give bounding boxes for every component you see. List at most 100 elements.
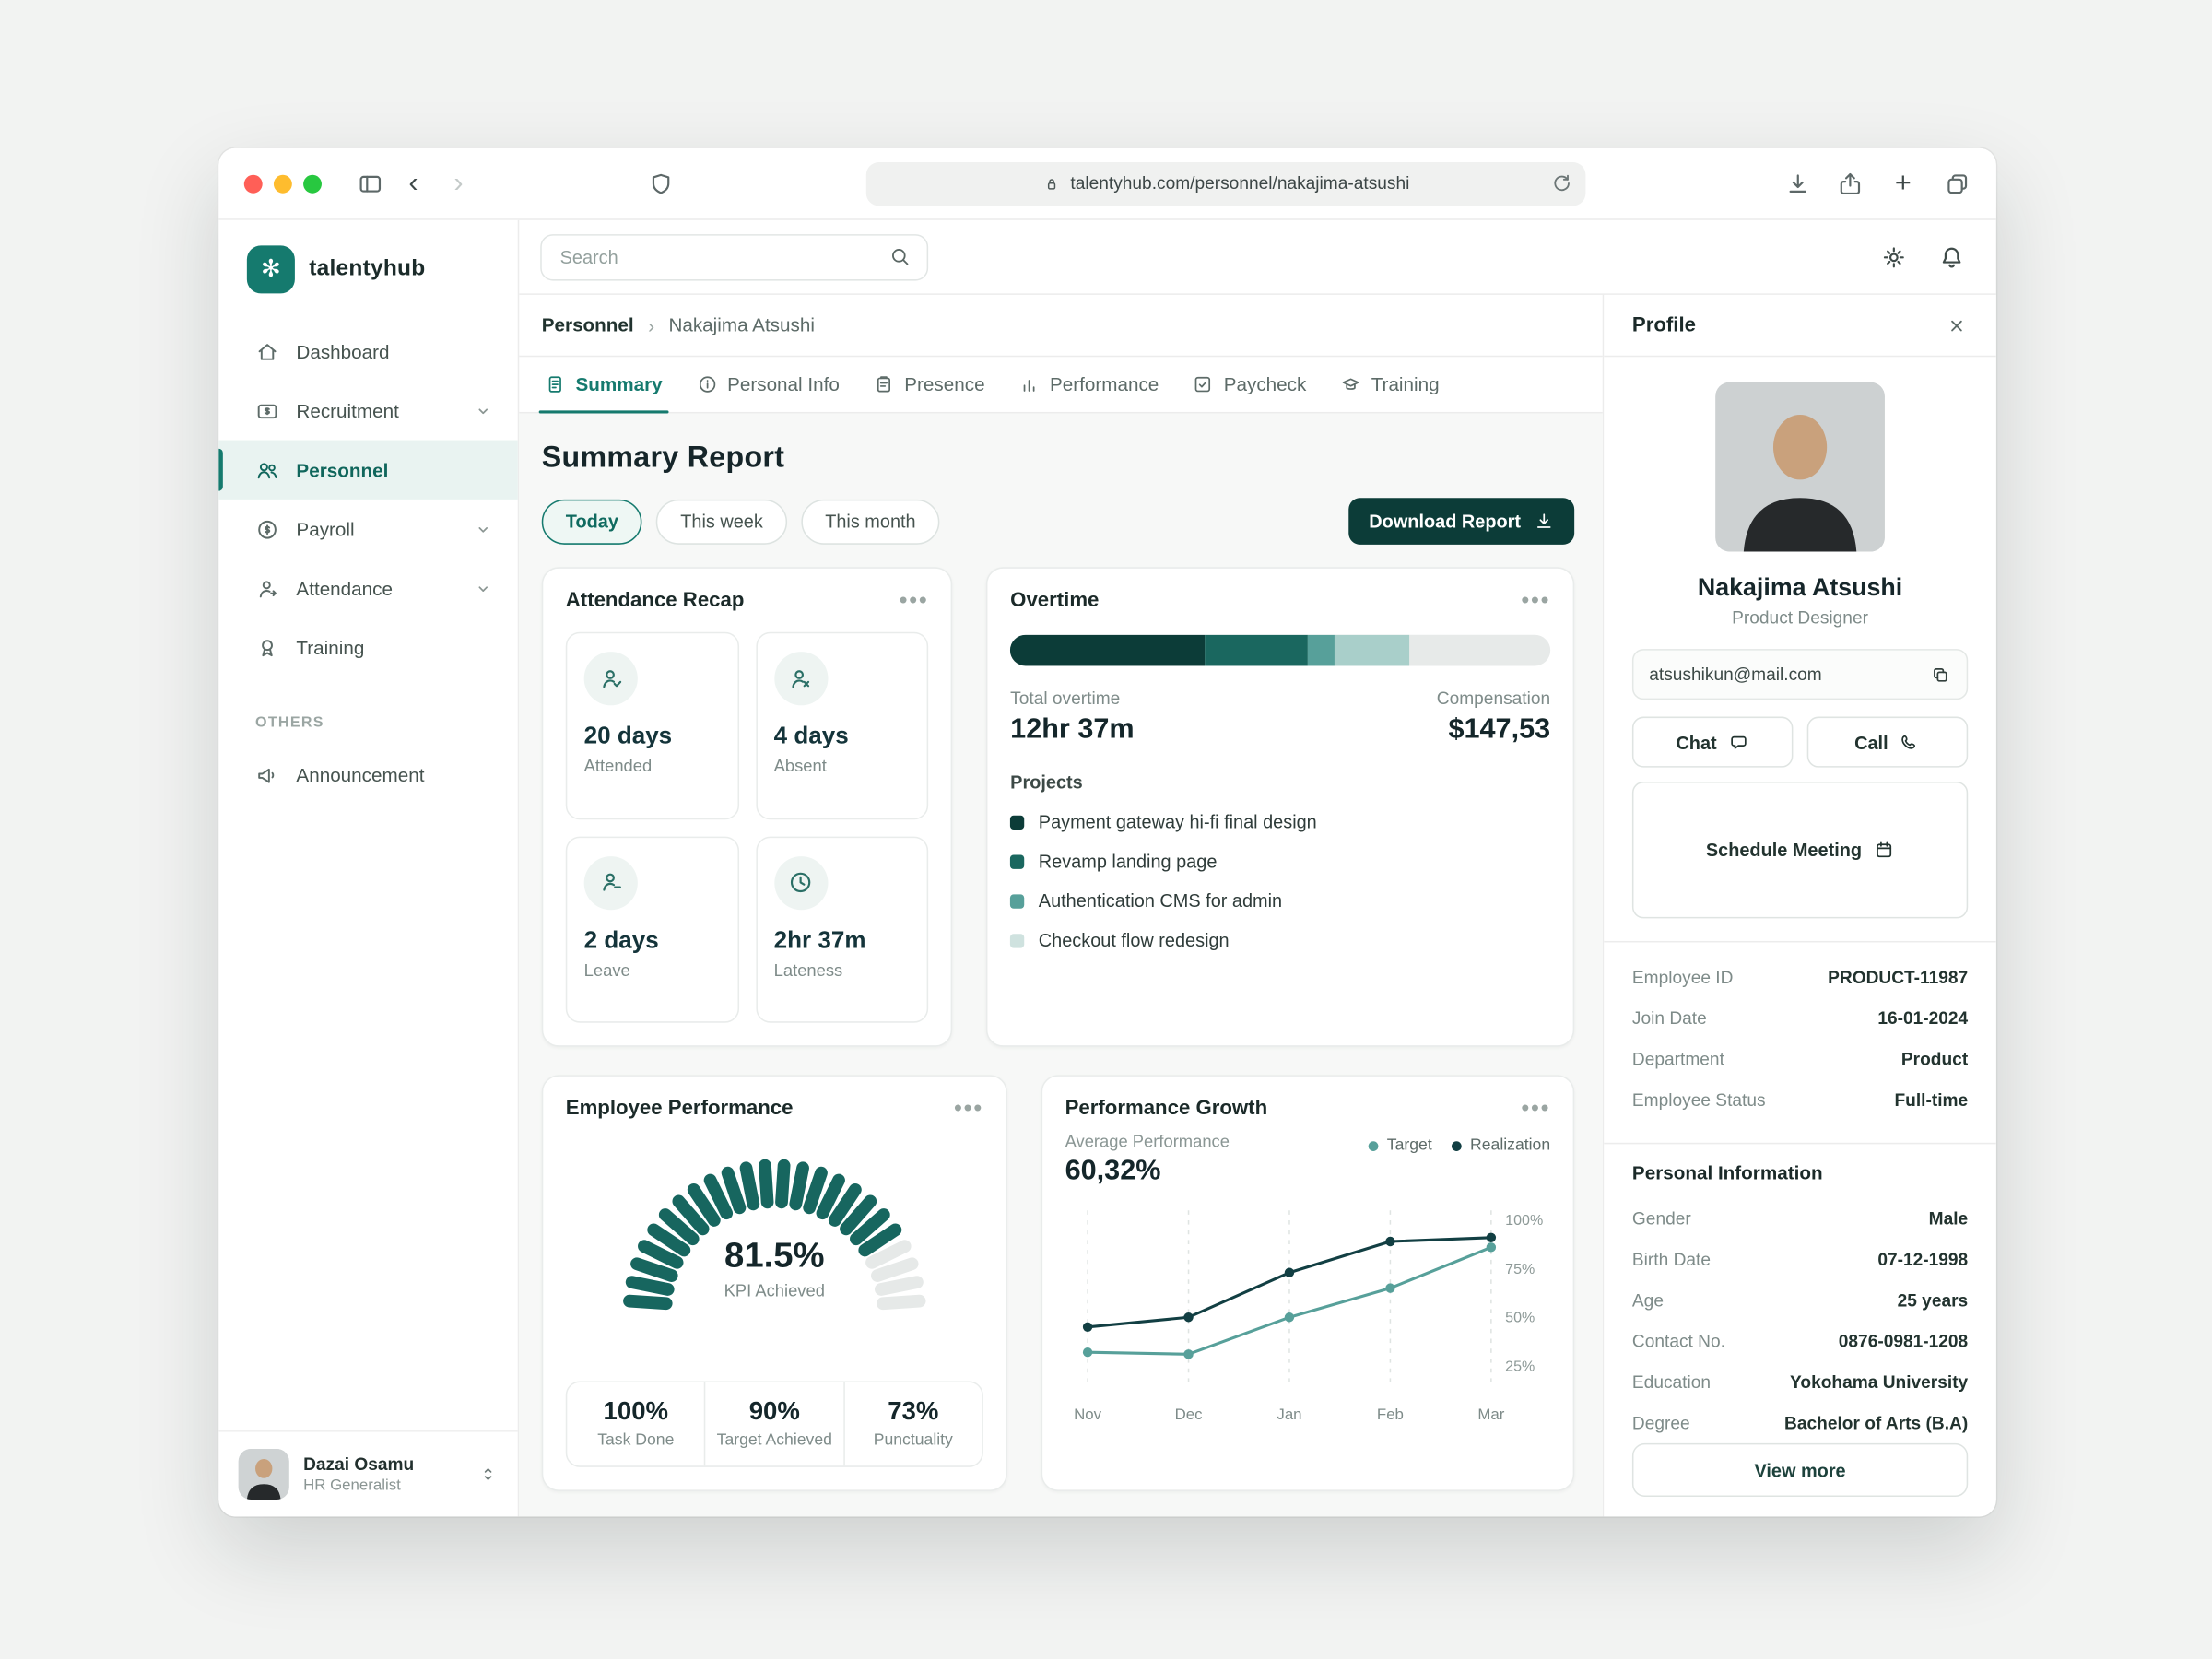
gear-icon[interactable] xyxy=(1880,243,1907,270)
download-report-button[interactable]: Download Report xyxy=(1348,498,1575,545)
average-performance-value: 60,32% xyxy=(1065,1155,1161,1187)
call-button[interactable]: Call xyxy=(1806,716,1969,768)
tab-paycheck[interactable]: Paycheck xyxy=(1176,357,1324,412)
home-icon xyxy=(258,343,276,359)
filter-this-week[interactable]: This week xyxy=(656,499,787,545)
svg-text:Nov: Nov xyxy=(1074,1406,1102,1423)
schedule-meeting-button[interactable]: Schedule Meeting xyxy=(1631,781,1969,919)
search-bar[interactable] xyxy=(540,233,929,280)
svg-text:75%: 75% xyxy=(1505,1261,1535,1277)
tab-summary[interactable]: Summary xyxy=(527,357,679,414)
attendance-tile-absent: 4 days Absent xyxy=(755,631,929,819)
compensation-label: Compensation xyxy=(1436,688,1551,709)
tab-bar: Summary Personal Info Presence Perf xyxy=(519,357,1603,414)
zoom-window-button[interactable] xyxy=(303,174,322,193)
average-performance-label: Average Performance xyxy=(1065,1131,1230,1151)
sidebar-section-others: OTHERS xyxy=(255,713,324,731)
chat-button[interactable]: Chat xyxy=(1631,716,1794,768)
performance-stats: 100% Task Done 90% Target Achieved 73% xyxy=(565,1381,983,1467)
growth-menu-icon[interactable]: ••• xyxy=(1521,1094,1551,1122)
detail-row: Employee ID PRODUCT-11987 xyxy=(1631,967,1969,987)
forward-button[interactable]: › xyxy=(453,168,464,199)
minimize-window-button[interactable] xyxy=(273,174,292,193)
user-name: Dazai Osamu xyxy=(303,1454,415,1475)
close-icon[interactable] xyxy=(1946,314,1968,336)
svg-text:Mar: Mar xyxy=(1477,1406,1504,1423)
personal-information-title: Personal Information xyxy=(1631,1162,1823,1184)
project-item: Payment gateway hi-fi final design xyxy=(1010,811,1550,832)
sidebar-item-recruitment[interactable]: Recruitment xyxy=(218,381,517,440)
stat-punctuality: 73% Punctuality xyxy=(842,1382,982,1466)
people-icon xyxy=(257,462,277,478)
address-bar[interactable]: talentyhub.com/personnel/nakajima-atsush… xyxy=(865,161,1586,206)
overtime-card-title: Overtime xyxy=(1010,589,1100,612)
topbar xyxy=(519,220,1996,295)
profile-role: Product Designer xyxy=(1732,607,1868,629)
lock-icon xyxy=(1047,178,1055,189)
tab-training[interactable]: Training xyxy=(1324,357,1456,412)
sidebar-item-training[interactable]: Training xyxy=(218,618,517,677)
kpi-label: KPI Achieved xyxy=(724,1280,825,1301)
filter-this-month[interactable]: This month xyxy=(801,499,940,545)
target-legend-dot xyxy=(1368,1140,1379,1151)
stat-task-done: 100% Task Done xyxy=(597,1396,675,1449)
project-item: Authentication CMS for admin xyxy=(1010,890,1550,912)
tab-presence[interactable]: Presence xyxy=(856,357,1002,412)
detail-row: Employee Status Full-time xyxy=(1631,1089,1969,1110)
svg-text:Dec: Dec xyxy=(1175,1406,1203,1423)
page-title: Summary Report xyxy=(541,441,785,475)
project-color-dot xyxy=(1010,814,1025,830)
attendance-menu-icon[interactable]: ••• xyxy=(899,586,929,614)
person-check-icon xyxy=(583,652,638,706)
breadcrumb-personnel[interactable]: Personnel xyxy=(541,314,634,336)
chart-legend: Target Realization xyxy=(1368,1137,1550,1154)
performance-menu-icon[interactable]: ••• xyxy=(953,1094,983,1122)
profile-photo xyxy=(1715,382,1885,552)
payroll-icon xyxy=(258,520,276,538)
back-button[interactable]: ‹ xyxy=(408,168,418,199)
browser-chrome: ‹ › talentyhub.com/personnel/nakajima-at… xyxy=(218,147,1996,219)
overtime-menu-icon[interactable]: ••• xyxy=(1521,586,1551,614)
project-item: Checkout flow redesign xyxy=(1010,930,1550,951)
sidebar-item-payroll[interactable]: Payroll xyxy=(218,500,517,559)
clock-icon xyxy=(773,855,828,910)
tab-performance[interactable]: Performance xyxy=(1002,357,1176,412)
sidebar-user-card[interactable]: Dazai Osamu HR Generalist xyxy=(218,1430,518,1516)
tab-personal-info[interactable]: Personal Info xyxy=(679,357,856,412)
sidebar-item-dashboard[interactable]: Dashboard xyxy=(218,322,517,381)
window-controls xyxy=(243,174,322,193)
growth-chart: 100% 75% 50% 25% Nov Dec Jan Feb Mar xyxy=(1042,1188,1573,1430)
filter-today[interactable]: Today xyxy=(541,499,642,545)
downloads-icon[interactable] xyxy=(1783,170,1812,198)
sidebar-item-announcement[interactable]: Announcement xyxy=(218,745,517,804)
sidebar: ✻ talentyhub Dashboard Recruitment Perso… xyxy=(218,219,520,1517)
project-color-dot xyxy=(1010,893,1025,908)
growth-card-title: Performance Growth xyxy=(1065,1097,1268,1120)
detail-row: Join Date 16-01-2024 xyxy=(1631,1007,1969,1029)
bell-icon[interactable] xyxy=(1938,243,1965,270)
copy-icon[interactable] xyxy=(1930,664,1951,685)
project-color-dot xyxy=(1010,933,1025,947)
performance-card-title: Employee Performance xyxy=(565,1097,794,1120)
graduation-cap-icon xyxy=(1342,378,1359,390)
refresh-icon[interactable] xyxy=(1550,171,1572,194)
tabs-overview-icon[interactable] xyxy=(1943,170,1971,198)
close-window-button[interactable] xyxy=(243,174,263,193)
employee-performance-card: Employee Performance ••• 81.5% KPI Achie… xyxy=(541,1075,1007,1491)
personal-information: Gender Male Birth Date 07-12-1998 Age 25 ye… xyxy=(1632,1197,1968,1442)
sidebar-item-personnel[interactable]: Personnel xyxy=(218,440,518,500)
sidebar-toggle-icon[interactable] xyxy=(356,170,384,198)
profile-name: Nakajima Atsushi xyxy=(1697,572,1903,602)
chrome-actions: + xyxy=(1783,168,1971,199)
new-tab-icon[interactable]: + xyxy=(1894,168,1912,199)
info-icon xyxy=(699,376,715,393)
view-more-button[interactable]: View more xyxy=(1631,1442,1969,1497)
breadcrumb: Personnel › Nakajima Atsushi xyxy=(519,295,1603,358)
profile-title: Profile xyxy=(1631,313,1696,337)
kpi-gauge: 81.5% KPI Achieved xyxy=(606,1137,944,1321)
chevron-down-icon xyxy=(478,585,488,592)
sidebar-item-attendance[interactable]: Attendance xyxy=(218,559,517,618)
search-input[interactable] xyxy=(559,246,889,268)
shield-icon[interactable] xyxy=(646,170,675,198)
share-icon[interactable] xyxy=(1835,170,1864,198)
